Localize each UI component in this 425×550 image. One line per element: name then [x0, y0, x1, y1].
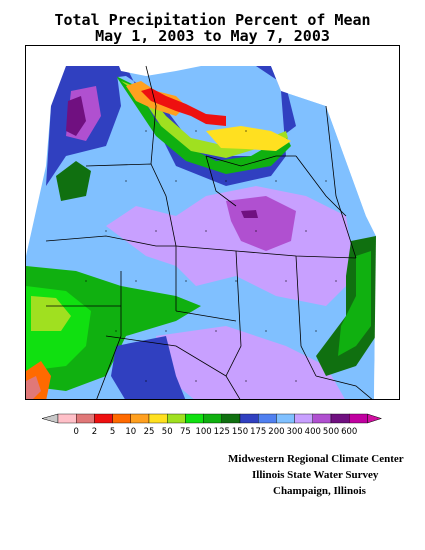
- legend-tick-label: 200: [268, 427, 284, 437]
- legend-tick-label: 50: [162, 427, 173, 437]
- legend-swatch: [330, 413, 350, 424]
- precip-region-south-lavender: [156, 326, 345, 399]
- legend-over-arrow: [367, 413, 383, 424]
- legend-tick-label: 125: [214, 427, 230, 437]
- legend-swatch: [349, 413, 368, 424]
- no-data-region-east: [374, 236, 399, 399]
- legend-tick-label: 2: [92, 427, 97, 437]
- precip-region-central-purple: [226, 196, 296, 251]
- legend-swatch: [148, 413, 168, 424]
- legend-swatch: [203, 413, 223, 424]
- legend-tick-label: 10: [125, 427, 136, 437]
- legend-swatch: [257, 413, 277, 424]
- map-title-line1: Total Precipitation Percent of Mean: [54, 11, 371, 29]
- precipitation-map: [25, 45, 400, 400]
- legend-swatch: [94, 413, 113, 424]
- legend-swatch: [130, 413, 150, 424]
- legend-swatch: [185, 413, 204, 424]
- legend-swatch: [166, 413, 186, 424]
- legend-tick-label: 100: [195, 427, 211, 437]
- precip-region-south-blue: [111, 336, 186, 399]
- legend-swatch: [276, 413, 295, 424]
- color-legend: 0 2 5 10 25 50 75 100 125 150 175 200 300 400 500 600: [40, 412, 385, 442]
- precip-region-west-green: [56, 161, 91, 201]
- color-legend-bar: 0 2 5 10 25 50 75 100 125 150 175 200 300 400 500 600: [41, 413, 383, 437]
- graticule: [85, 130, 337, 382]
- legend-tick-label: 300: [286, 427, 302, 437]
- legend-swatch: [221, 413, 241, 424]
- legend-swatch: [312, 413, 332, 424]
- legend-tick-label: 25: [144, 427, 155, 437]
- state-boundaries: [45, 65, 373, 399]
- legend-under-arrow: [41, 413, 59, 424]
- precip-region-southwest-pink: [26, 376, 41, 399]
- precip-region-east-green: [338, 251, 371, 356]
- precip-region-west-darkpurple: [66, 96, 86, 136]
- legend-tick-label: 600: [341, 427, 357, 437]
- credit-line-2: Illinois State Water Survey: [252, 469, 379, 481]
- legend-tick-label: 500: [323, 427, 339, 437]
- legend-swatch: [294, 413, 314, 424]
- precip-region-southwest-yellow: [31, 296, 71, 331]
- map-title-line2: May 1, 2003 to May 7, 2003: [95, 27, 330, 45]
- precip-region-central-magenta: [241, 210, 258, 218]
- credit-line-3: Champaign, Illinois: [273, 485, 366, 497]
- no-data-region: [111, 46, 399, 241]
- legend-tick-label: 5: [110, 427, 115, 437]
- legend-tick-label: 0: [73, 427, 78, 437]
- legend-tick-label: 75: [180, 427, 191, 437]
- legend-swatch: [57, 413, 77, 424]
- precip-region-north-yellow: [206, 126, 291, 151]
- legend-swatch: [239, 413, 259, 424]
- precip-region-north-band: [66, 66, 296, 186]
- legend-tick-label: 150: [232, 427, 248, 437]
- legend-tick-label: 400: [305, 427, 321, 437]
- precip-region-north-red: [141, 88, 226, 126]
- legend-tick-label: 175: [250, 427, 266, 437]
- credit-line-1: Midwestern Regional Climate Center: [228, 453, 404, 465]
- legend-swatch: [112, 413, 131, 424]
- legend-swatch: [76, 413, 95, 424]
- precipitation-map-canvas: [26, 46, 399, 399]
